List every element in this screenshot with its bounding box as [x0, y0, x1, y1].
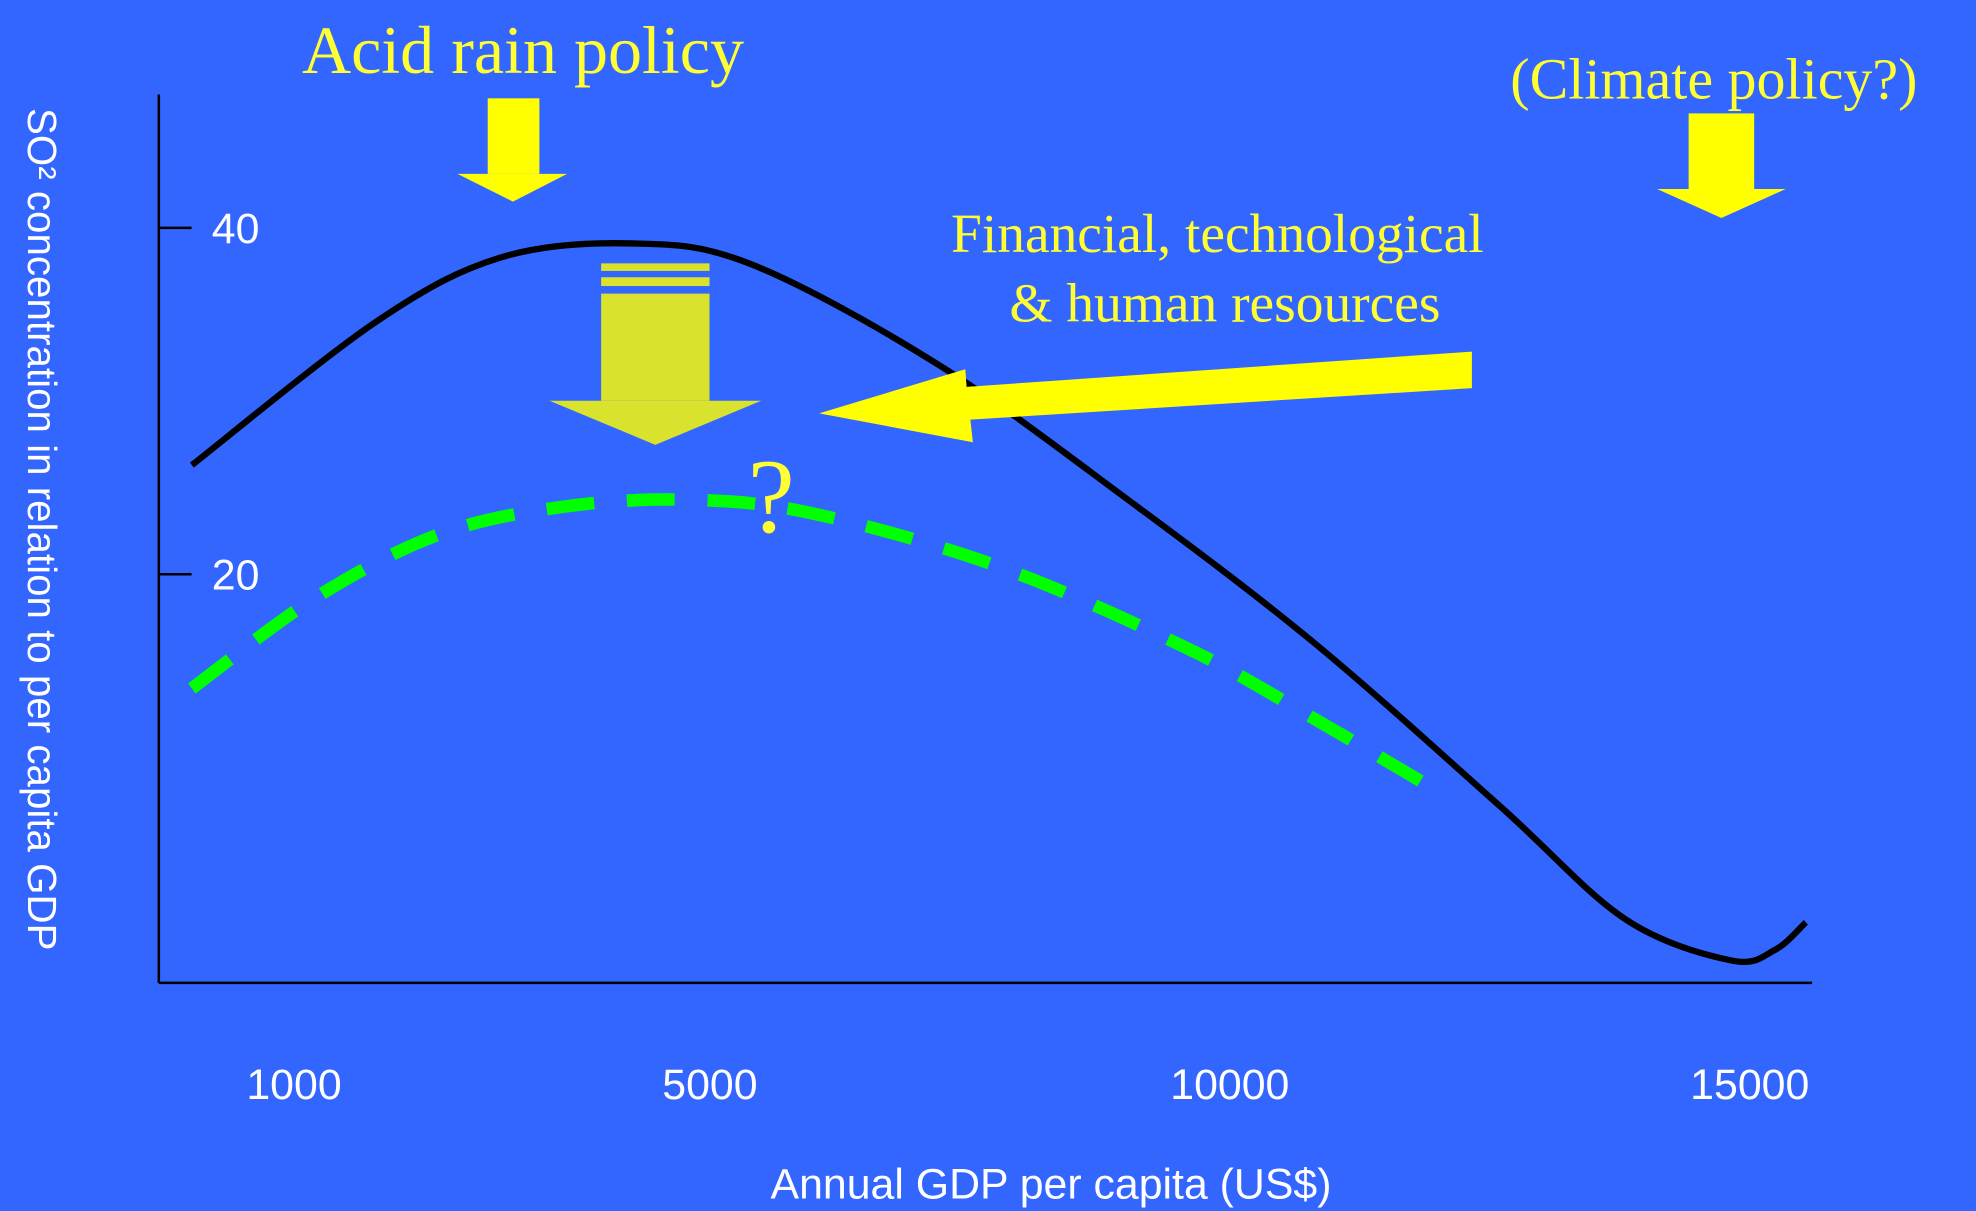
annotation: Acid rain policy	[302, 12, 744, 88]
y-tick-label: 20	[212, 551, 260, 599]
annotation: Financial, technological	[951, 203, 1484, 264]
series-line	[189, 240, 1809, 966]
annotation: ?	[748, 438, 795, 555]
x-tick-label: 1000	[246, 1061, 341, 1109]
resources-arrow	[819, 351, 1472, 443]
climate-arrow	[1657, 113, 1786, 219]
reduction-arrow	[549, 263, 762, 445]
plot: 20 40 1000 5000 10000 15000	[157, 94, 1813, 1109]
x-tick-label: 5000	[662, 1061, 757, 1109]
y-axis-label: SO² concentration in relation to per cap…	[19, 108, 65, 951]
series-line	[188, 493, 1429, 790]
x-tick-label: 10000	[1170, 1061, 1289, 1109]
y-tick-label: 40	[212, 205, 260, 253]
x-tick-label: 15000	[1690, 1061, 1809, 1109]
annotation: & human resources	[1009, 272, 1440, 333]
x-axis-label: Annual GDP per capita (US$)	[770, 1160, 1331, 1208]
acid-rain-arrow	[457, 98, 568, 202]
annotation: (Climate policy?)	[1510, 46, 1917, 111]
